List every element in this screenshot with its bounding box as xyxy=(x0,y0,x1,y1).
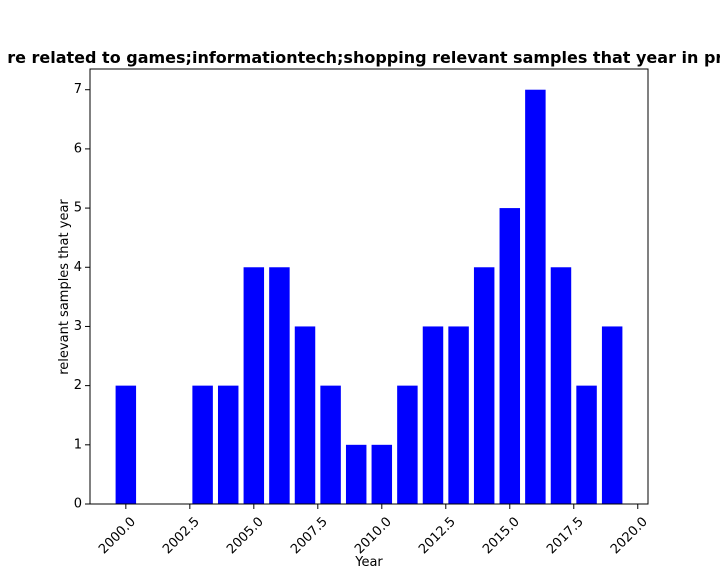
x-tick-label: 2020.0 xyxy=(608,514,651,557)
x-axis: 2000.0 2002.5 2005.0 2007.5 2010.0 2012.5 2015… xyxy=(96,504,651,557)
x-tick-label: 2010.0 xyxy=(352,514,395,557)
x-tick-label: 2017.5 xyxy=(544,514,587,557)
y-tick-label: 3 xyxy=(74,319,82,334)
bar-2018 xyxy=(576,385,597,504)
bar-2016 xyxy=(525,89,546,504)
x-tick-label: 2007.5 xyxy=(288,514,331,557)
bar-2017 xyxy=(550,267,572,504)
y-axis: 0 1 2 3 4 5 6 7 xyxy=(74,82,90,512)
x-tick-label: 2012.5 xyxy=(416,514,459,557)
x-tick-label: 2015.0 xyxy=(480,514,523,557)
bar-2009 xyxy=(345,444,367,504)
y-tick-label: 5 xyxy=(74,201,82,216)
bar-2008 xyxy=(320,385,341,504)
bar-2007 xyxy=(294,326,316,504)
y-tick-label: 4 xyxy=(74,260,82,275)
y-tick-label: 0 xyxy=(74,497,82,512)
bar-2013 xyxy=(448,326,469,504)
bar-2006 xyxy=(269,267,290,504)
bar-2004 xyxy=(217,385,239,504)
y-tick-label: 7 xyxy=(74,82,82,97)
y-tick-label: 6 xyxy=(74,141,82,156)
chart-title: re related to games;informationtech;shop… xyxy=(7,48,720,67)
x-tick-label: 2000.0 xyxy=(96,514,139,557)
bars-group xyxy=(115,89,623,504)
x-tick-label: 2005.0 xyxy=(224,514,267,557)
y-tick-label: 1 xyxy=(74,437,82,452)
x-tick-label: 2002.5 xyxy=(160,514,203,557)
bar-2003 xyxy=(192,385,213,504)
y-axis-title: relevant samples that year xyxy=(57,199,72,375)
bar-2019 xyxy=(601,326,623,504)
bar-2005 xyxy=(243,267,265,504)
x-axis-title: Year xyxy=(354,555,383,570)
y-tick-label: 2 xyxy=(74,378,82,393)
bar-2011 xyxy=(397,385,418,504)
bar-2010 xyxy=(371,444,393,504)
bar-2014 xyxy=(473,267,495,504)
plot-frame xyxy=(89,68,649,505)
bar-2015 xyxy=(499,208,521,504)
bar-2012 xyxy=(422,326,444,504)
bar-2000 xyxy=(115,385,137,504)
